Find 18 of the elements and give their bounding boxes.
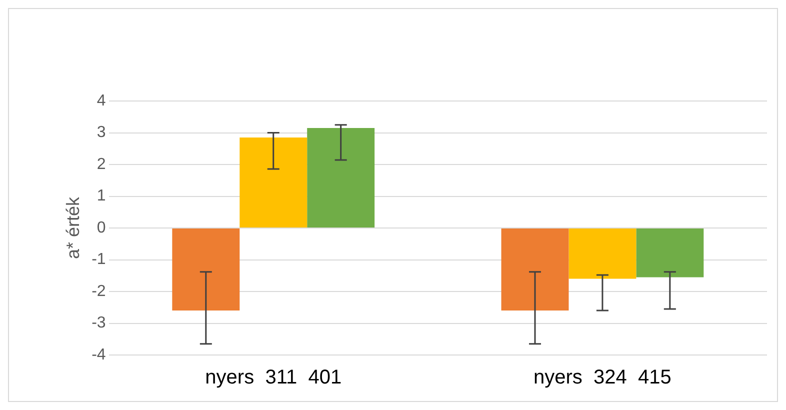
y-axis-title: a* érték [62, 196, 83, 260]
y-tick-label: -2 [92, 282, 106, 300]
bar [172, 228, 240, 311]
bar [240, 138, 308, 228]
bar [568, 228, 636, 279]
y-tick-label: 1 [96, 188, 106, 205]
y-tick-label: -3 [92, 314, 106, 332]
bar [636, 228, 704, 278]
y-tick-label: -4 [92, 346, 106, 364]
y-tick-label: 0 [96, 219, 106, 236]
x-tick-label: nyers 311 401 [205, 366, 342, 389]
y-tick-label: -1 [92, 251, 106, 268]
x-tick-label: nyers 324 415 [534, 366, 672, 389]
bar [307, 128, 375, 228]
y-tick-label: 3 [96, 124, 106, 142]
y-tick-label: 2 [96, 156, 106, 173]
bar [501, 228, 569, 311]
y-tick-label: 4 [96, 92, 106, 110]
